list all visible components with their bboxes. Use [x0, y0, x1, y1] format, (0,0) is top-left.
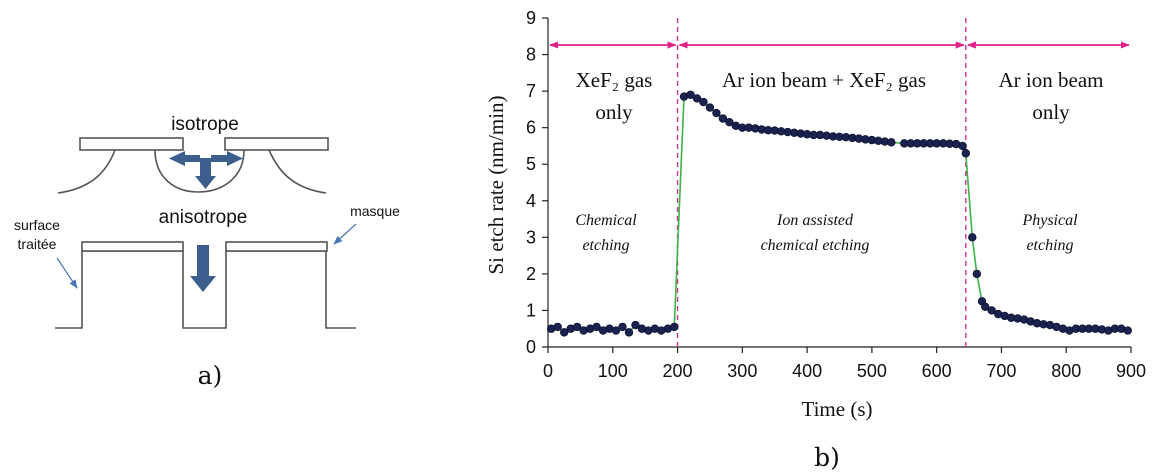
masque-label: masque	[350, 203, 400, 219]
data-point	[692, 94, 702, 103]
surface-label-line1: surface	[14, 217, 60, 233]
data-point	[670, 322, 679, 332]
data-point	[972, 269, 982, 279]
left-arrow-shaft	[184, 155, 200, 162]
panel-a-label: a)	[198, 361, 223, 390]
left-arrow-head	[169, 151, 185, 166]
region-2-title: Ar ion beam + XeF₂ gas	[722, 68, 926, 92]
etch-schematic: isotrope anisotrope surface traitée masq…	[14, 114, 400, 390]
left-cavity-curve	[57, 149, 116, 194]
data-point	[553, 322, 562, 332]
data-point	[718, 114, 728, 123]
x-tick-label: 300	[727, 361, 757, 381]
y-tick-label: 9	[526, 8, 536, 28]
data-point	[699, 97, 708, 107]
surface-label-line2: traitée	[18, 236, 57, 252]
anisotrope-label: anisotrope	[159, 207, 248, 228]
region-1-desc-line2: etching	[582, 237, 629, 254]
x-axis-label: Time (s)	[802, 397, 873, 421]
right-mask-block	[224, 137, 329, 151]
data-point	[631, 320, 640, 330]
data-point	[559, 328, 569, 337]
data-point	[887, 138, 896, 147]
left-mask-layer	[81, 241, 184, 252]
y-axis-ticks: 0 1 2 3 4 5 6 7 8 9	[526, 8, 548, 357]
region-3-desc-line1: Physical	[1021, 212, 1078, 229]
region-1-desc-line1: Chemical	[575, 212, 637, 229]
data-point	[981, 302, 990, 311]
left-mask-block	[79, 137, 184, 151]
data-point	[958, 141, 967, 151]
region-1-title-line1: XeF₂ gas	[576, 68, 653, 92]
y-tick-label: 0	[526, 337, 536, 357]
data-point	[961, 149, 971, 158]
region-3-title-line1: Ar ion beam	[999, 68, 1104, 92]
y-tick-label: 2	[526, 264, 536, 284]
x-tick-label: 500	[857, 361, 887, 381]
anisotrope-diagram	[55, 241, 356, 329]
region-1-title-line2: only	[595, 100, 633, 124]
anisotropic-arrow	[190, 245, 216, 292]
data-point	[618, 322, 627, 332]
anisotropic-arrow-head	[190, 276, 216, 292]
data-point	[572, 322, 582, 332]
data-point	[712, 108, 721, 118]
y-axis-label: Si etch rate (nm/min)	[484, 95, 508, 274]
x-tick-label: 200	[663, 361, 693, 381]
y-tick-label: 7	[526, 81, 536, 101]
panel-b-label: b)	[814, 443, 840, 472]
y-tick-label: 4	[526, 191, 536, 211]
right-cavity-curve	[268, 149, 327, 194]
data-point	[725, 117, 734, 127]
down-arrow-head	[195, 176, 216, 189]
masque-pointer-arrow	[333, 223, 357, 245]
x-tick-label: 400	[792, 361, 822, 381]
x-tick-label: 900	[1116, 361, 1146, 381]
x-axis-ticks: 0 100 200 300 400 500 600 700 800 900	[543, 347, 1146, 381]
data-point	[705, 103, 715, 112]
region-2-desc-line1: Ion assisted	[776, 212, 854, 229]
y-tick-label: 6	[526, 118, 536, 138]
anisotropic-arrow-shaft	[197, 245, 209, 278]
surface-pointer-arrow	[56, 257, 78, 289]
right-arrow-head	[227, 151, 243, 166]
data-point	[686, 90, 695, 99]
y-tick-label: 8	[526, 45, 536, 65]
y-tick-label: 1	[526, 300, 536, 320]
x-tick-label: 100	[598, 361, 628, 381]
y-tick-label: 5	[526, 154, 536, 174]
isotropic-arrows	[169, 151, 243, 189]
phase-dividers	[676, 18, 967, 347]
x-tick-label: 700	[986, 361, 1016, 381]
down-arrow-shaft	[200, 158, 211, 178]
right-arrow-shaft	[211, 155, 228, 162]
region-2-desc-line2: chemical etching	[761, 237, 870, 254]
region-3-title-line2: only	[1032, 100, 1070, 124]
data-point	[1123, 326, 1132, 335]
data-point	[611, 326, 621, 335]
data-point	[968, 233, 977, 242]
data-point	[592, 322, 601, 332]
isotrope-diagram	[57, 137, 329, 194]
isotrope-label: isotrope	[171, 114, 239, 135]
region-3-desc-line2: etching	[1026, 237, 1073, 254]
data-point	[624, 328, 634, 337]
x-tick-label: 0	[543, 361, 553, 381]
x-tick-label: 800	[1051, 361, 1081, 381]
right-mask-layer	[225, 241, 328, 252]
x-tick-label: 600	[922, 361, 952, 381]
isotropic-undercut-curve	[154, 149, 245, 193]
trench-profile	[55, 250, 356, 329]
y-tick-label: 3	[526, 227, 536, 247]
data-point	[987, 306, 996, 315]
series-points-group	[547, 90, 1132, 337]
